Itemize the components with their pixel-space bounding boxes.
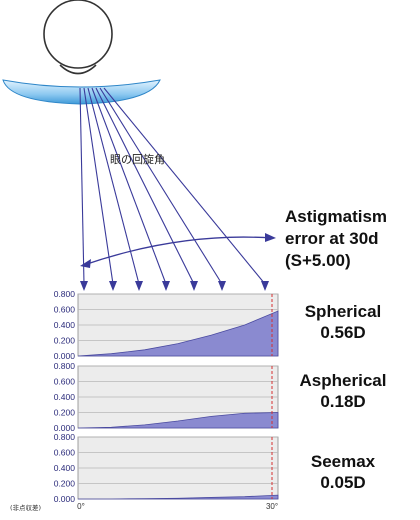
- spectacle-lens: [2, 79, 161, 105]
- rotation-arc: [80, 233, 276, 268]
- side-title-line-2: error at 30d: [285, 229, 379, 248]
- y-tick-label: 0.200: [54, 336, 76, 346]
- ray-line: [95, 87, 195, 285]
- y-tick-label: 0.400: [54, 320, 76, 330]
- spherical-name: Spherical: [304, 302, 382, 321]
- ray-line: [99, 87, 223, 285]
- ray-arrowhead-icon: [80, 281, 88, 291]
- seemax-value: 0.05D: [320, 473, 366, 492]
- x-tick-label: 0°: [77, 502, 85, 511]
- ray-fan: [79, 87, 269, 291]
- arc-arrow-right-icon: [265, 233, 276, 242]
- ray-arrowhead-icon: [190, 281, 198, 291]
- y-tick-label: 0.200: [54, 408, 76, 418]
- astigmatism-title: Astigmatism error at 30d (S+5.00): [285, 206, 420, 272]
- side-title-line-3: (S+5.00): [285, 251, 351, 270]
- ray-arrowhead-icon: [109, 281, 117, 291]
- y-tick-label: 0.800: [54, 432, 76, 442]
- ray-line: [91, 87, 167, 285]
- y-tick-label: 0.200: [54, 479, 76, 489]
- aspherical-label: Aspherical 0.18D: [278, 370, 408, 412]
- spherical-value: 0.56D: [320, 323, 366, 342]
- y-tick-label: 0.600: [54, 305, 76, 315]
- y-tick-label: 0.400: [54, 392, 76, 402]
- y-tick-label: 0.800: [54, 289, 76, 299]
- astigmatism-area: [77, 412, 279, 429]
- ray-arrowhead-icon: [218, 281, 226, 291]
- seemax-name: Seemax: [310, 452, 376, 471]
- y-tick-label: 0.800: [54, 361, 76, 371]
- astigmatism-area: [78, 494, 279, 500]
- y-tick-label: 0.600: [54, 448, 76, 458]
- arc-arrow-left-icon: [80, 259, 91, 268]
- ray-arrowhead-icon: [261, 281, 269, 291]
- eyeball: [43, 0, 113, 69]
- y-tick-label: 0.400: [54, 463, 76, 473]
- ray-arrowhead-icon: [162, 281, 170, 291]
- side-title-line-1: Astigmatism: [285, 207, 388, 226]
- ray-line: [83, 87, 114, 285]
- y-unit-label: (非点収差): [10, 503, 41, 512]
- y-tick-label: 0.000: [54, 351, 76, 361]
- aspherical-value: 0.18D: [320, 392, 366, 411]
- seemax-label: Seemax 0.05D: [278, 451, 408, 493]
- x-tick-label: 30°: [266, 502, 278, 511]
- aspherical-name: Aspherical: [299, 371, 387, 390]
- ray-line: [103, 87, 266, 285]
- y-tick-label: 0.600: [54, 377, 76, 387]
- ray-arrowhead-icon: [135, 281, 143, 291]
- astigmatism-area: [77, 310, 279, 357]
- astigmatism-charts: 0.0000.2000.4000.6000.8000.0000.2000.400…: [10, 289, 279, 512]
- ray-line: [79, 87, 85, 285]
- spherical-label: Spherical 0.56D: [278, 301, 408, 343]
- eye-lens-bulge: [59, 64, 97, 75]
- rotation-angle-label: 眼の回旋角: [110, 152, 165, 166]
- ray-line: [87, 87, 140, 285]
- eye-illustration: [43, 0, 113, 75]
- y-tick-label: 0.000: [54, 494, 76, 504]
- y-tick-label: 0.000: [54, 423, 76, 433]
